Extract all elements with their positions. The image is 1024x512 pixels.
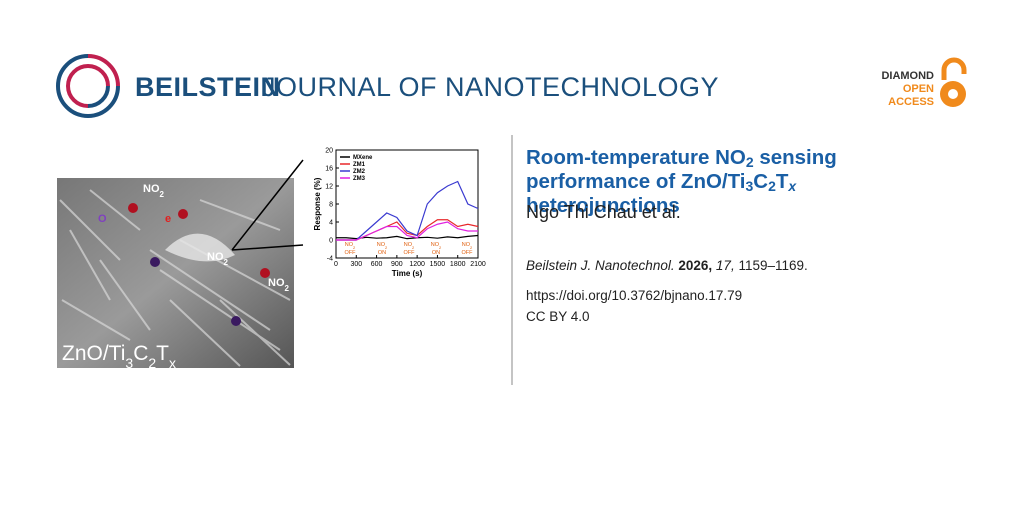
text-segment: NO bbox=[431, 242, 440, 248]
x-tick-label: 2100 bbox=[470, 261, 486, 268]
annotation-gas: NO2 bbox=[345, 242, 356, 250]
text-segment: NO bbox=[345, 242, 354, 248]
pages: 1159–1169. bbox=[738, 258, 808, 273]
y-tick-label: 16 bbox=[325, 166, 333, 173]
badge-text: OPEN bbox=[902, 83, 934, 95]
text-segment: C bbox=[753, 170, 769, 193]
image-label: NO2 bbox=[207, 251, 229, 267]
text-segment: O bbox=[98, 213, 107, 225]
badge-text: DIAMOND bbox=[881, 70, 934, 82]
article-title: Room-temperature NO2 sensing perfor­manc… bbox=[526, 146, 906, 218]
subscript: 2 bbox=[285, 284, 290, 293]
image-label: O bbox=[98, 213, 107, 225]
subscript: 2 bbox=[148, 355, 156, 371]
image-label: e bbox=[165, 213, 171, 225]
annotation-gas: NO2 bbox=[377, 242, 388, 250]
year: 2026, bbox=[678, 258, 713, 273]
x-tick-label: 1500 bbox=[430, 261, 446, 268]
text-segment: sensing perfor­mance of ZnO/Ti bbox=[526, 146, 837, 193]
subscript: 2 bbox=[224, 258, 229, 267]
journal-name-bold: BEILSTEIN bbox=[135, 72, 281, 102]
annotation-gas: NO2 bbox=[431, 242, 442, 250]
y-tick-label: 0 bbox=[329, 238, 333, 245]
annotation-state: OFF bbox=[345, 250, 357, 256]
annotation-gas: NO2 bbox=[404, 242, 415, 250]
text-segment: heterojunctions bbox=[526, 194, 680, 217]
subscript: x bbox=[169, 355, 176, 371]
annotation-state: ON bbox=[378, 250, 386, 256]
annotation-state: OFF bbox=[404, 250, 416, 256]
subscript: 2 bbox=[160, 190, 165, 199]
text-segment: NO bbox=[404, 242, 413, 248]
badge-text: ACCESS bbox=[888, 96, 934, 108]
y-axis-label: Response (%) bbox=[313, 177, 322, 230]
image-caption: ZnO/Ti3C2Tx bbox=[62, 342, 176, 371]
text-segment: e bbox=[165, 213, 171, 225]
x-tick-label: 1800 bbox=[450, 261, 466, 268]
annotation-gas: NO2 bbox=[462, 242, 473, 250]
series-line bbox=[336, 180, 479, 241]
y-tick-label: -4 bbox=[327, 256, 333, 263]
text-segment: ZnO/Ti bbox=[62, 342, 125, 365]
legend-label: ZM1 bbox=[353, 162, 366, 168]
x-axis-label: Time (s) bbox=[392, 269, 423, 278]
journal-name: JOURNAL OF NANOTECHNOLOGY bbox=[262, 72, 720, 102]
subscript: 3 bbox=[745, 178, 754, 194]
plot-frame bbox=[335, 149, 479, 259]
x-tick-label: 600 bbox=[371, 261, 383, 268]
y-tick-label: 20 bbox=[325, 148, 333, 155]
authors: Ngo Thi Chau et al. bbox=[526, 202, 681, 222]
open-access-lock bbox=[940, 57, 967, 107]
legend-label: ZM2 bbox=[353, 169, 366, 175]
volume: 17, bbox=[715, 258, 735, 273]
subscript: 2 bbox=[768, 178, 776, 194]
subscript: 2 bbox=[353, 245, 356, 250]
text-segment: C bbox=[133, 342, 148, 365]
text-segment: NO bbox=[143, 183, 160, 195]
text-segment: T bbox=[156, 342, 169, 365]
text-segment: NO bbox=[207, 251, 224, 263]
subscript: 2 bbox=[745, 154, 754, 170]
image-label: NO2 bbox=[143, 183, 165, 199]
subscript: 3 bbox=[125, 355, 133, 371]
y-tick-label: 12 bbox=[325, 184, 333, 191]
text-segment: T bbox=[775, 170, 789, 193]
legend-label: ZM3 bbox=[353, 176, 366, 182]
sem-image bbox=[57, 178, 294, 368]
subscript: 2 bbox=[385, 245, 388, 250]
text-segment: NO bbox=[462, 242, 471, 248]
annotation-state: ON bbox=[432, 250, 440, 256]
y-tick-label: 4 bbox=[329, 220, 333, 227]
text-segment: NO bbox=[377, 242, 386, 248]
image-label: NO2 bbox=[268, 277, 290, 293]
subscript: 2 bbox=[412, 245, 415, 250]
subscript: 2 bbox=[439, 245, 442, 250]
license: CC BY 4.0 bbox=[526, 309, 590, 324]
legend-label: MXene bbox=[353, 155, 373, 161]
y-tick-label: 8 bbox=[329, 202, 333, 209]
journal-abbrev: Beilstein J. Nanotechnol. bbox=[526, 258, 675, 273]
citation: Beilstein J. Nanotechnol. 2026, 17, 1159… bbox=[526, 258, 808, 273]
subscript: 2 bbox=[470, 245, 473, 250]
zoom-lines bbox=[231, 159, 304, 251]
series-line bbox=[336, 221, 478, 241]
x-tick-label: 300 bbox=[350, 261, 362, 268]
logo bbox=[56, 54, 120, 118]
doi: https://doi.org/10.3762/bjnano.17.79 bbox=[526, 288, 743, 303]
x-tick-label: 0 bbox=[334, 261, 338, 268]
x-tick-label: 1200 bbox=[409, 261, 425, 268]
annotation-state: OFF bbox=[462, 250, 474, 256]
subscript: x bbox=[788, 178, 797, 194]
text-segment: Room-temperature NO bbox=[526, 146, 746, 169]
text-segment: NO bbox=[268, 277, 285, 289]
x-tick-label: 900 bbox=[391, 261, 403, 268]
